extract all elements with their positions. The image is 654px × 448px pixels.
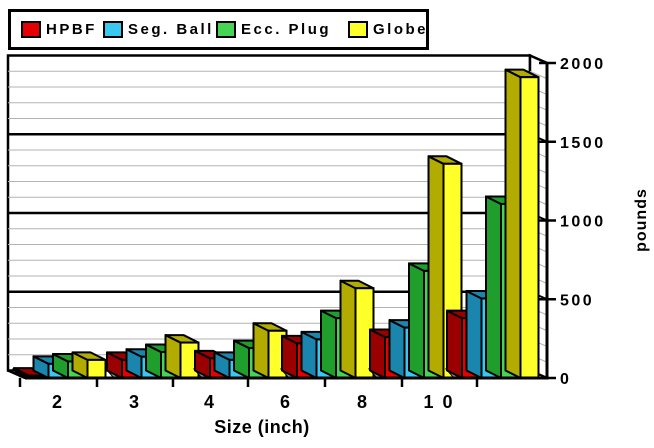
bar-ecc-plug-size-10-side (485, 195, 502, 379)
legend-item-globe: Globe (348, 12, 428, 47)
x-axis-title: Size (inch) (214, 417, 310, 437)
bar-ecc-plug-size-8-side (408, 262, 425, 379)
y-axis-title: pounds (633, 188, 650, 252)
bar-seg-ball-size-10-side (465, 289, 483, 379)
floor-left-edge (7, 369, 26, 380)
bar-globe-size-10-side (504, 68, 522, 379)
x-tick-label: 3 (129, 392, 141, 412)
legend-label: HPBF (46, 21, 97, 38)
legend-swatch-icon (348, 21, 368, 38)
x-tick-label: 4 (204, 392, 216, 412)
bar-ecc-plug-size-6-side (320, 309, 337, 379)
y-tick-label: 1000 (560, 214, 606, 231)
legend-label: Seg. Ball (128, 21, 214, 38)
bar-globe-size-6-side (339, 279, 357, 379)
bar-globe-size-2 (86, 358, 107, 380)
x-tick-label: 8 (357, 392, 369, 412)
side-wall-hatch (529, 70, 548, 80)
x-tick-label: 2 (52, 392, 64, 412)
bar-globe-size-4-side (252, 322, 270, 379)
y-tick-label: 2000 (560, 56, 606, 73)
legend-item-ecc-plug: Ecc. Plug (216, 12, 331, 47)
bar-seg-ball-size-8-side (388, 319, 406, 379)
y-tick-label: 0 (560, 371, 571, 388)
bar-globe-size-10 (519, 76, 540, 380)
bar-globe-size-8-side (427, 155, 445, 379)
legend-swatch-icon (216, 21, 236, 38)
legend-label: Ecc. Plug (241, 21, 332, 38)
bar-hpbf-size-10-side (446, 309, 463, 379)
x-tick-label: 6 (280, 392, 292, 412)
y-tick-label: 500 (560, 292, 594, 309)
x-tick-label: 1 0 (423, 392, 454, 412)
legend-swatch-icon (103, 21, 123, 38)
legend-item-seg-ball: Seg. Ball (103, 12, 214, 47)
y-tick-label: 1500 (560, 135, 606, 152)
legend-item-hpbf: HPBF (21, 12, 97, 47)
legend-box: HPBF Seg. Ball Ecc. Plug Globe (8, 9, 429, 50)
legend-swatch-icon (21, 21, 41, 38)
legend-label: Globe (373, 21, 429, 38)
